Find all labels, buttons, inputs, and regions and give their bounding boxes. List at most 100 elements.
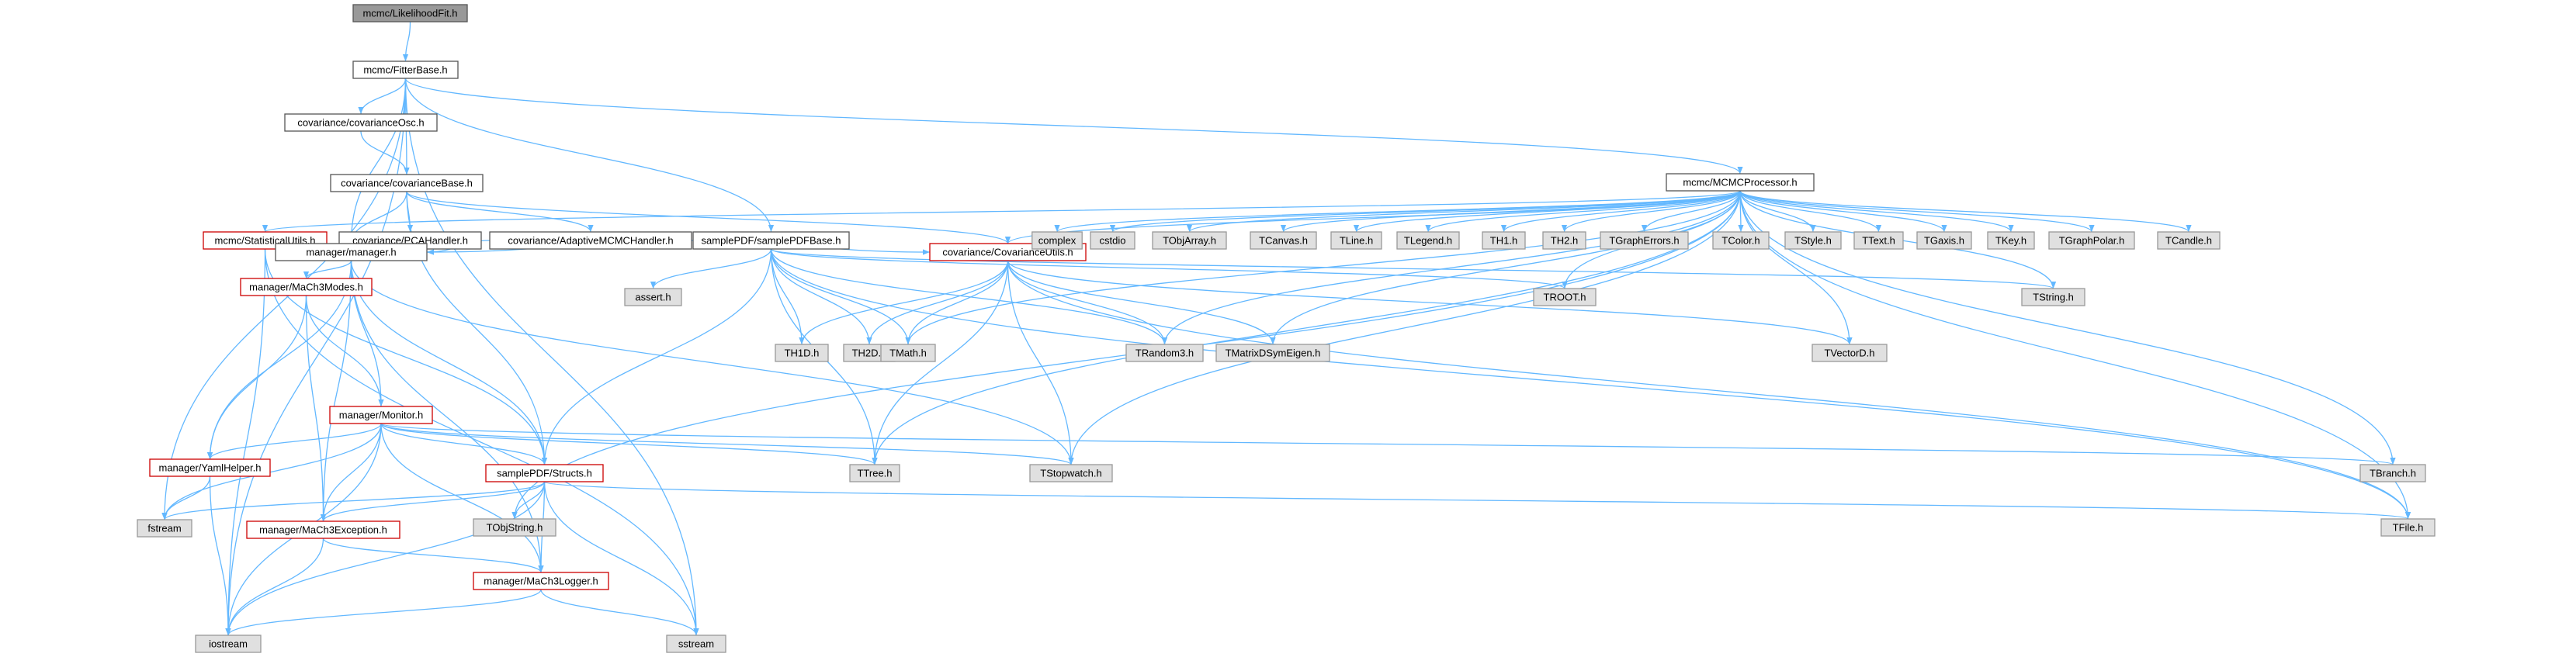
edge-monitor-to-fstream — [161, 423, 382, 520]
edge-covutils-to-tstopwatch — [1007, 260, 1074, 465]
node-th2: TH2.h — [1542, 231, 1586, 250]
node-ttree: TTree.h — [849, 464, 900, 482]
node-structs[interactable]: samplePDF/Structs.h — [485, 464, 604, 482]
edge-samplepdf-to-tmath — [770, 248, 911, 345]
node-tstyle: TStyle.h — [1784, 231, 1842, 250]
node-box — [473, 572, 609, 590]
node-label: TColor.h — [1721, 235, 1760, 247]
edge-yamlhelper-to-iostream — [209, 475, 231, 636]
node-box — [2359, 464, 2426, 482]
node-sstream: sstream — [666, 635, 726, 653]
node-label: TMatrixDSymEigen.h — [1226, 348, 1321, 359]
node-root[interactable]: mcmc/LikelihoodFit.h — [352, 4, 468, 22]
edge-fitterbase-to-fstream — [161, 78, 407, 520]
node-label: TKey.h — [1995, 235, 2026, 247]
node-cstdio: cstdio — [1090, 231, 1135, 250]
edge-structs-to-sstream — [543, 481, 699, 636]
node-box — [624, 288, 682, 306]
node-tmatrixdsymeigen: TMatrixDSymEigen.h — [1215, 344, 1330, 362]
node-monitor[interactable]: manager/Monitor.h — [329, 406, 433, 424]
node-label: samplePDF/Structs.h — [497, 468, 592, 479]
edge-structs-to-tobjstring — [511, 481, 546, 520]
node-box — [2157, 231, 2221, 250]
node-tstopwatch: TStopwatch.h — [1029, 464, 1113, 482]
node-label: complex — [1038, 235, 1077, 247]
edge-structs-to-fstream — [161, 481, 546, 520]
node-trandom3: TRandom3.h — [1125, 344, 1204, 362]
edge-fitterbase-to-manager — [348, 78, 407, 244]
node-box — [1812, 344, 1888, 362]
edge-structs-to-exception — [320, 481, 546, 522]
node-label: TH2.h — [1551, 235, 1578, 247]
edge-manager-to-mach3modes — [303, 260, 352, 279]
node-box — [284, 113, 438, 132]
edge-covutils-to-ttree — [872, 260, 1009, 465]
node-tcandle: TCandle.h — [2157, 231, 2221, 250]
node-covosc[interactable]: covariance/covarianceOsc.h — [284, 113, 438, 132]
node-tlegend: TLegend.h — [1396, 231, 1460, 250]
edge-samplepdf-to-trandom3 — [770, 248, 1168, 345]
node-label: TLine.h — [1340, 235, 1373, 247]
edge-mcmcproc-to-tkey — [1739, 190, 2014, 233]
edge-statutils-to-sstream — [264, 248, 699, 636]
node-exception[interactable]: manager/MaCh3Exception.h — [246, 520, 400, 539]
node-mach3modes[interactable]: manager/MaCh3Modes.h — [240, 278, 373, 296]
node-box — [1250, 231, 1317, 250]
node-box — [1029, 464, 1113, 482]
node-box — [329, 406, 433, 424]
node-fitterbase[interactable]: mcmc/FitterBase.h — [352, 61, 459, 79]
node-logger[interactable]: manager/MaCh3Logger.h — [473, 572, 609, 590]
edge-fitterbase-to-samplepdf — [404, 78, 775, 233]
node-box — [1090, 231, 1135, 250]
node-label: covariance/covarianceBase.h — [341, 178, 473, 189]
node-box — [149, 458, 271, 477]
node-th1: TH1.h — [1482, 231, 1526, 250]
node-label: manager/Monitor.h — [339, 410, 423, 421]
edge-covutils-to-tmatrixdsymeigen — [1007, 260, 1276, 345]
node-adaptive[interactable]: covariance/AdaptiveMCMCHandler.h — [489, 231, 692, 250]
node-label: TCanvas.h — [1259, 235, 1308, 247]
node-box — [1542, 231, 1586, 250]
node-assert: assert.h — [624, 288, 682, 306]
node-label: TText.h — [1862, 235, 1895, 247]
edge-mach3modes-to-monitor — [305, 295, 384, 407]
header-nodes: mcmc/LikelihoodFit.h mcmc/FitterBase.h cov… — [137, 4, 2436, 653]
edge-mcmcproc-to-tstyle — [1739, 190, 1816, 233]
node-box — [1152, 231, 1227, 250]
edge-monitor-to-exception — [320, 423, 382, 522]
edge-mcmcproc-to-tcandle — [1739, 190, 2192, 233]
node-label: TLegend.h — [1404, 235, 1452, 247]
node-mcmcproc[interactable]: mcmc/MCMCProcessor.h — [1666, 173, 1815, 192]
edge-mcmcproc-to-tlegend — [1425, 190, 1741, 233]
edge-yamlhelper-to-fstream — [161, 475, 211, 520]
node-label: TTree.h — [857, 468, 892, 479]
edge-mcmcproc-to-tgrapherrors — [1641, 190, 1741, 233]
node-tstring: TString.h — [2021, 288, 2085, 306]
edge-monitor-to-yamlhelper — [206, 423, 382, 460]
node-tbranch: TBranch.h — [2359, 464, 2426, 482]
edge-mcmcproc-to-tgraphpolar — [1739, 190, 2095, 233]
edge-covutils-to-trandom3 — [1007, 260, 1168, 345]
dependency-edges — [161, 21, 2411, 636]
node-manager[interactable]: manager/manager.h — [275, 243, 428, 261]
node-complex: complex — [1031, 231, 1083, 250]
node-tfile: TFile.h — [2380, 518, 2436, 537]
node-samplepdf[interactable]: samplePDF/samplePDFBase.h — [692, 231, 850, 250]
node-troot: TROOT.h — [1533, 288, 1597, 306]
node-label: TGraphErrors.h — [1609, 235, 1679, 247]
node-box — [1125, 344, 1204, 362]
edge-monitor-to-structs — [380, 423, 548, 465]
node-label: TBranch.h — [2370, 468, 2416, 479]
edge-logger-to-iostream — [225, 589, 542, 636]
node-tkey: TKey.h — [1987, 231, 2035, 250]
node-box — [473, 518, 556, 537]
edge-fitterbase-to-mcmcproc — [404, 78, 1743, 175]
edge-mcmcproc-to-tobjarray — [1187, 190, 1741, 233]
node-covbase[interactable]: covariance/covarianceBase.h — [330, 174, 484, 192]
node-tcanvas: TCanvas.h — [1250, 231, 1317, 250]
node-yamlhelper[interactable]: manager/YamlHelper.h — [149, 458, 271, 477]
node-label: TH2D.h — [852, 348, 887, 359]
node-box — [352, 61, 459, 79]
edge-samplepdf-to-structs — [541, 248, 772, 465]
edge-monitor-to-tbranch — [380, 423, 2395, 465]
